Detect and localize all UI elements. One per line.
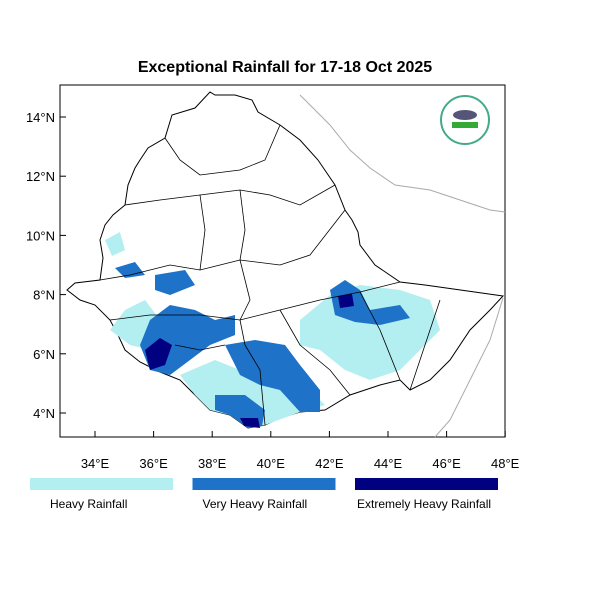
lon-label: 34°E	[81, 456, 110, 471]
legend: Heavy Rainfall Very Heavy Rainfall Extreme…	[30, 478, 498, 511]
extremely-heavy-rainfall-areas	[145, 294, 354, 428]
legend-label: Heavy Rainfall	[50, 497, 127, 511]
latitude-labels: 14°N 12°N 10°N 8°N 6°N 4°N	[26, 110, 66, 421]
lat-label: 6°N	[33, 347, 55, 362]
logo	[440, 95, 490, 145]
legend-swatch	[30, 478, 173, 490]
lat-label: 4°N	[33, 406, 55, 421]
lat-label: 10°N	[26, 228, 55, 243]
lat-label: 14°N	[26, 110, 55, 125]
map-title: Exceptional Rainfall for 17-18 Oct 2025	[138, 59, 432, 76]
lat-label: 12°N	[26, 169, 55, 184]
legend-label: Extremely Heavy Rainfall	[357, 497, 491, 511]
lon-label: 46°E	[432, 456, 461, 471]
lon-label: 42°E	[315, 456, 344, 471]
region-boundaries	[99, 124, 441, 426]
lon-label: 36°E	[139, 456, 168, 471]
map-frame	[59, 84, 506, 438]
legend-swatch	[192, 478, 336, 490]
lon-label: 48°E	[491, 456, 520, 471]
longitude-labels: 34°E 36°E 38°E 40°E 42°E 44°E 46°E 48°E	[81, 431, 520, 471]
lon-label: 38°E	[198, 456, 227, 471]
lon-label: 40°E	[257, 456, 286, 471]
lat-label: 8°N	[33, 288, 55, 303]
coastline	[434, 297, 504, 438]
legend-swatch	[355, 478, 498, 490]
coastline	[299, 94, 506, 213]
legend-label: Very Heavy Rainfall	[203, 497, 308, 511]
lon-label: 44°E	[374, 456, 403, 471]
